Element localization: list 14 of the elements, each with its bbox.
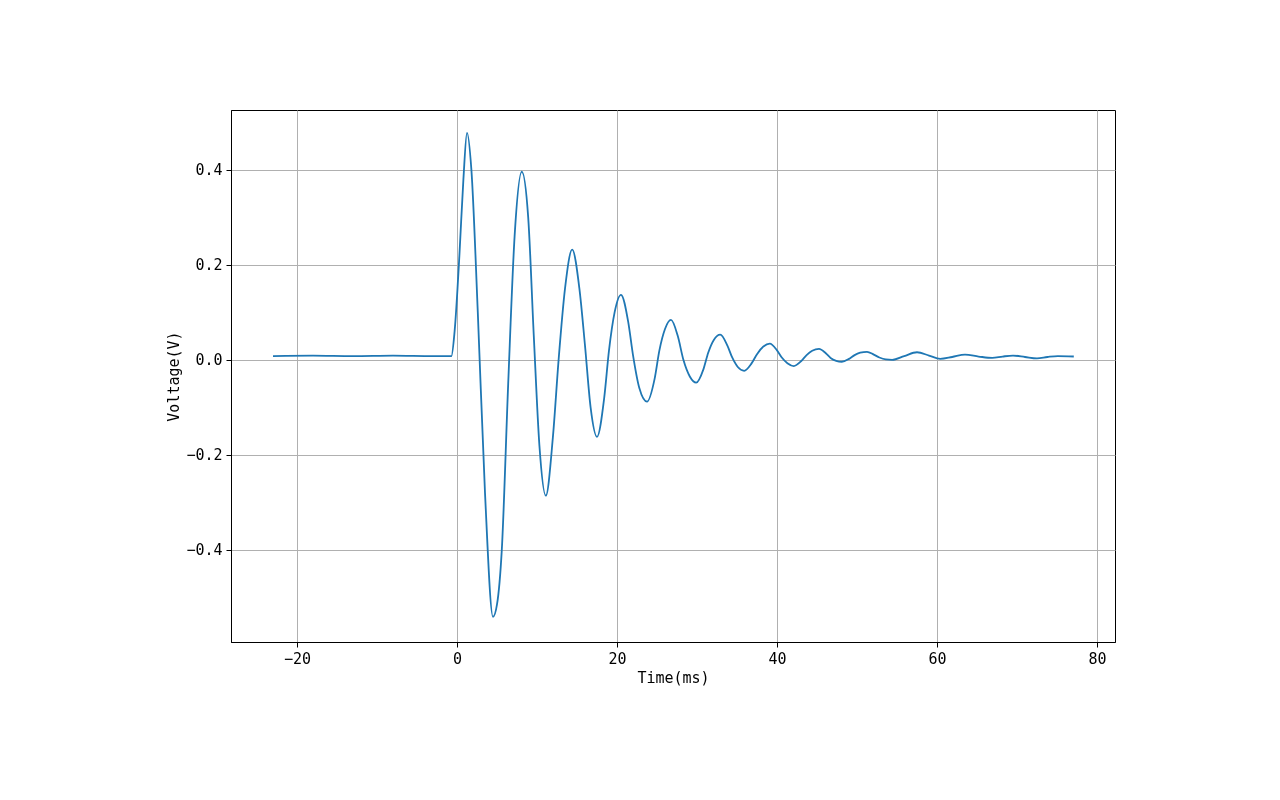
x-tick-label: 40	[768, 649, 787, 668]
line-series	[272, 131, 1075, 618]
x-tick-label: 60	[928, 649, 947, 668]
y-axis-title: Voltage(V)	[165, 331, 184, 422]
y-tick-label: −0.2	[186, 446, 223, 465]
x-tick-label: 80	[1088, 649, 1107, 668]
x-tick-label: 20	[608, 649, 627, 668]
x-tick-label: −20	[283, 649, 312, 668]
y-tick-label: 0.2	[195, 256, 223, 275]
x-axis-title: Time(ms)	[637, 668, 710, 687]
y-tick-label: −0.4	[186, 541, 223, 560]
x-tick-label: 0	[452, 649, 463, 668]
y-tick-label: 0.0	[195, 351, 223, 370]
y-tick-label: 0.4	[195, 161, 223, 180]
